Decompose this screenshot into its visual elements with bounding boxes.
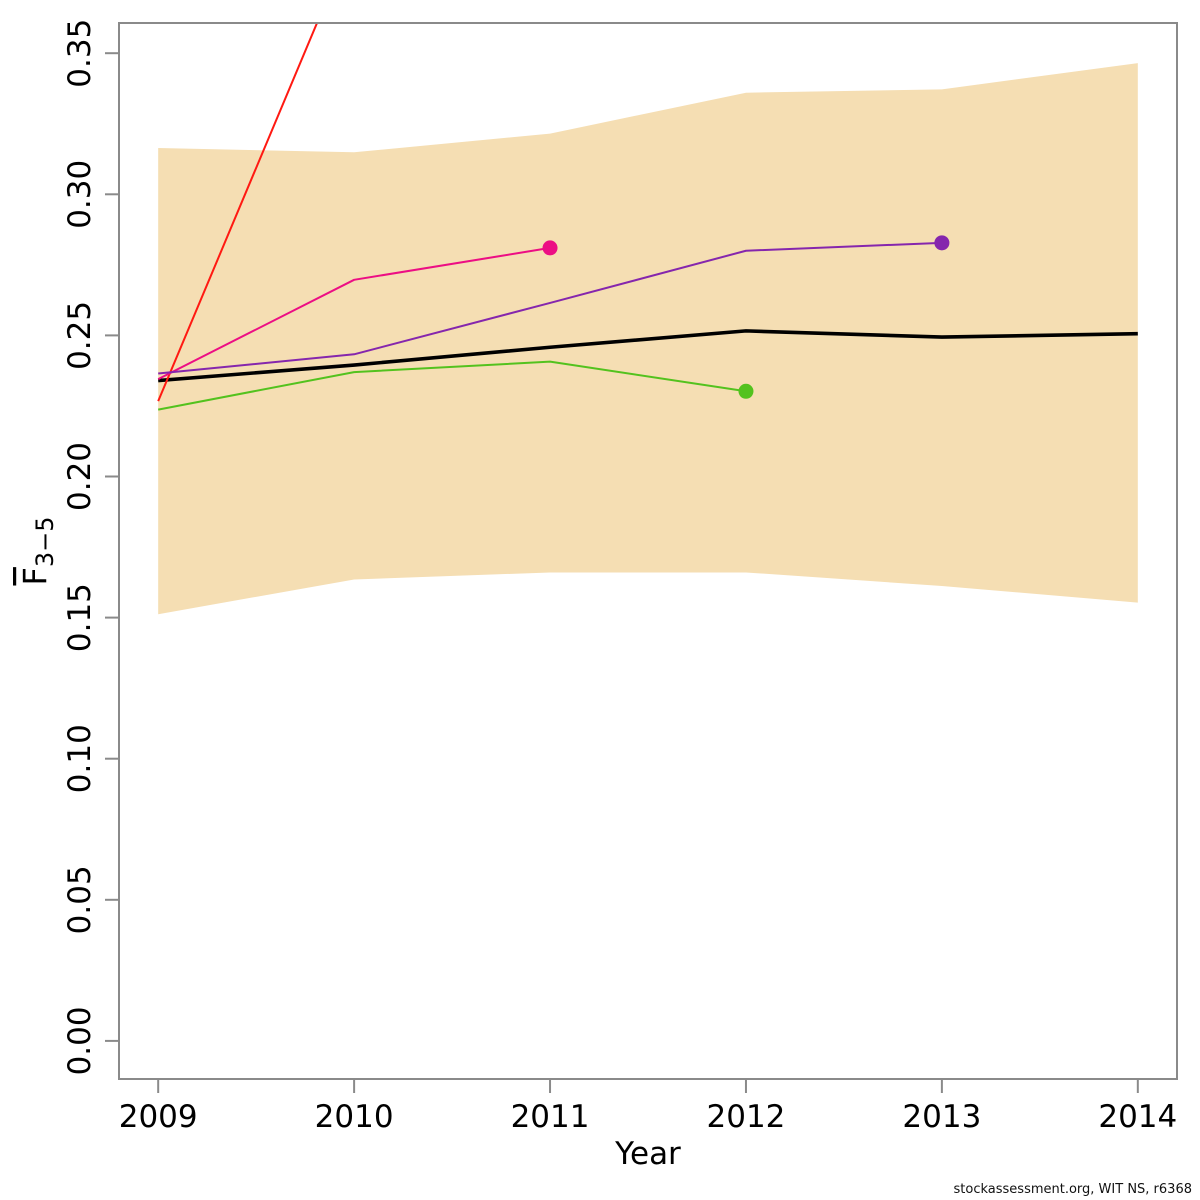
y-tick-label: 0.25	[62, 301, 98, 370]
x-axis: 2009 2010 2011 2012 2013 2014	[119, 1079, 1177, 1135]
retro-peel-2013-endpoint-dot	[934, 235, 950, 251]
retro-peel-2012-endpoint-dot	[738, 383, 754, 399]
y-axis: 0.00 0.05 0.10 0.15 0.20 0.25 0.30 0.35	[62, 19, 119, 1075]
retro-peel-2013-line	[158, 241, 942, 375]
x-tick-label: 2013	[902, 1099, 981, 1135]
retro-peel-2011-line	[157, 246, 551, 381]
assessment-estimate-line	[158, 329, 1138, 383]
y-tick-label: 0.35	[62, 19, 98, 88]
y-tick-label: 0.00	[62, 1006, 98, 1075]
x-tick-label: 2012	[707, 1099, 786, 1135]
x-tick-label: 2014	[1098, 1099, 1177, 1135]
x-tick-label: 2009	[119, 1099, 198, 1135]
plot-area	[157, 23, 1138, 615]
credit-text: stockassessment.org, WIT NS, r6368	[953, 1182, 1192, 1197]
x-tick-label: 2010	[315, 1099, 394, 1135]
y-tick-label: 0.20	[62, 442, 98, 511]
retro-peel-2012-line	[157, 360, 747, 411]
x-axis-title: Year	[614, 1136, 681, 1172]
retro-peel-2011-endpoint-dot	[542, 240, 558, 256]
y-tick-label: 0.05	[62, 865, 98, 934]
plot-border	[118, 22, 1178, 1080]
x-tick-label: 2011	[511, 1099, 590, 1135]
y-tick-label: 0.15	[62, 583, 98, 652]
y-axis-title: F3−5	[16, 516, 59, 585]
y-tick-label: 0.10	[62, 724, 98, 793]
y-tick-label: 0.30	[62, 160, 98, 229]
retro-peel-2010-line	[157, 23, 319, 402]
